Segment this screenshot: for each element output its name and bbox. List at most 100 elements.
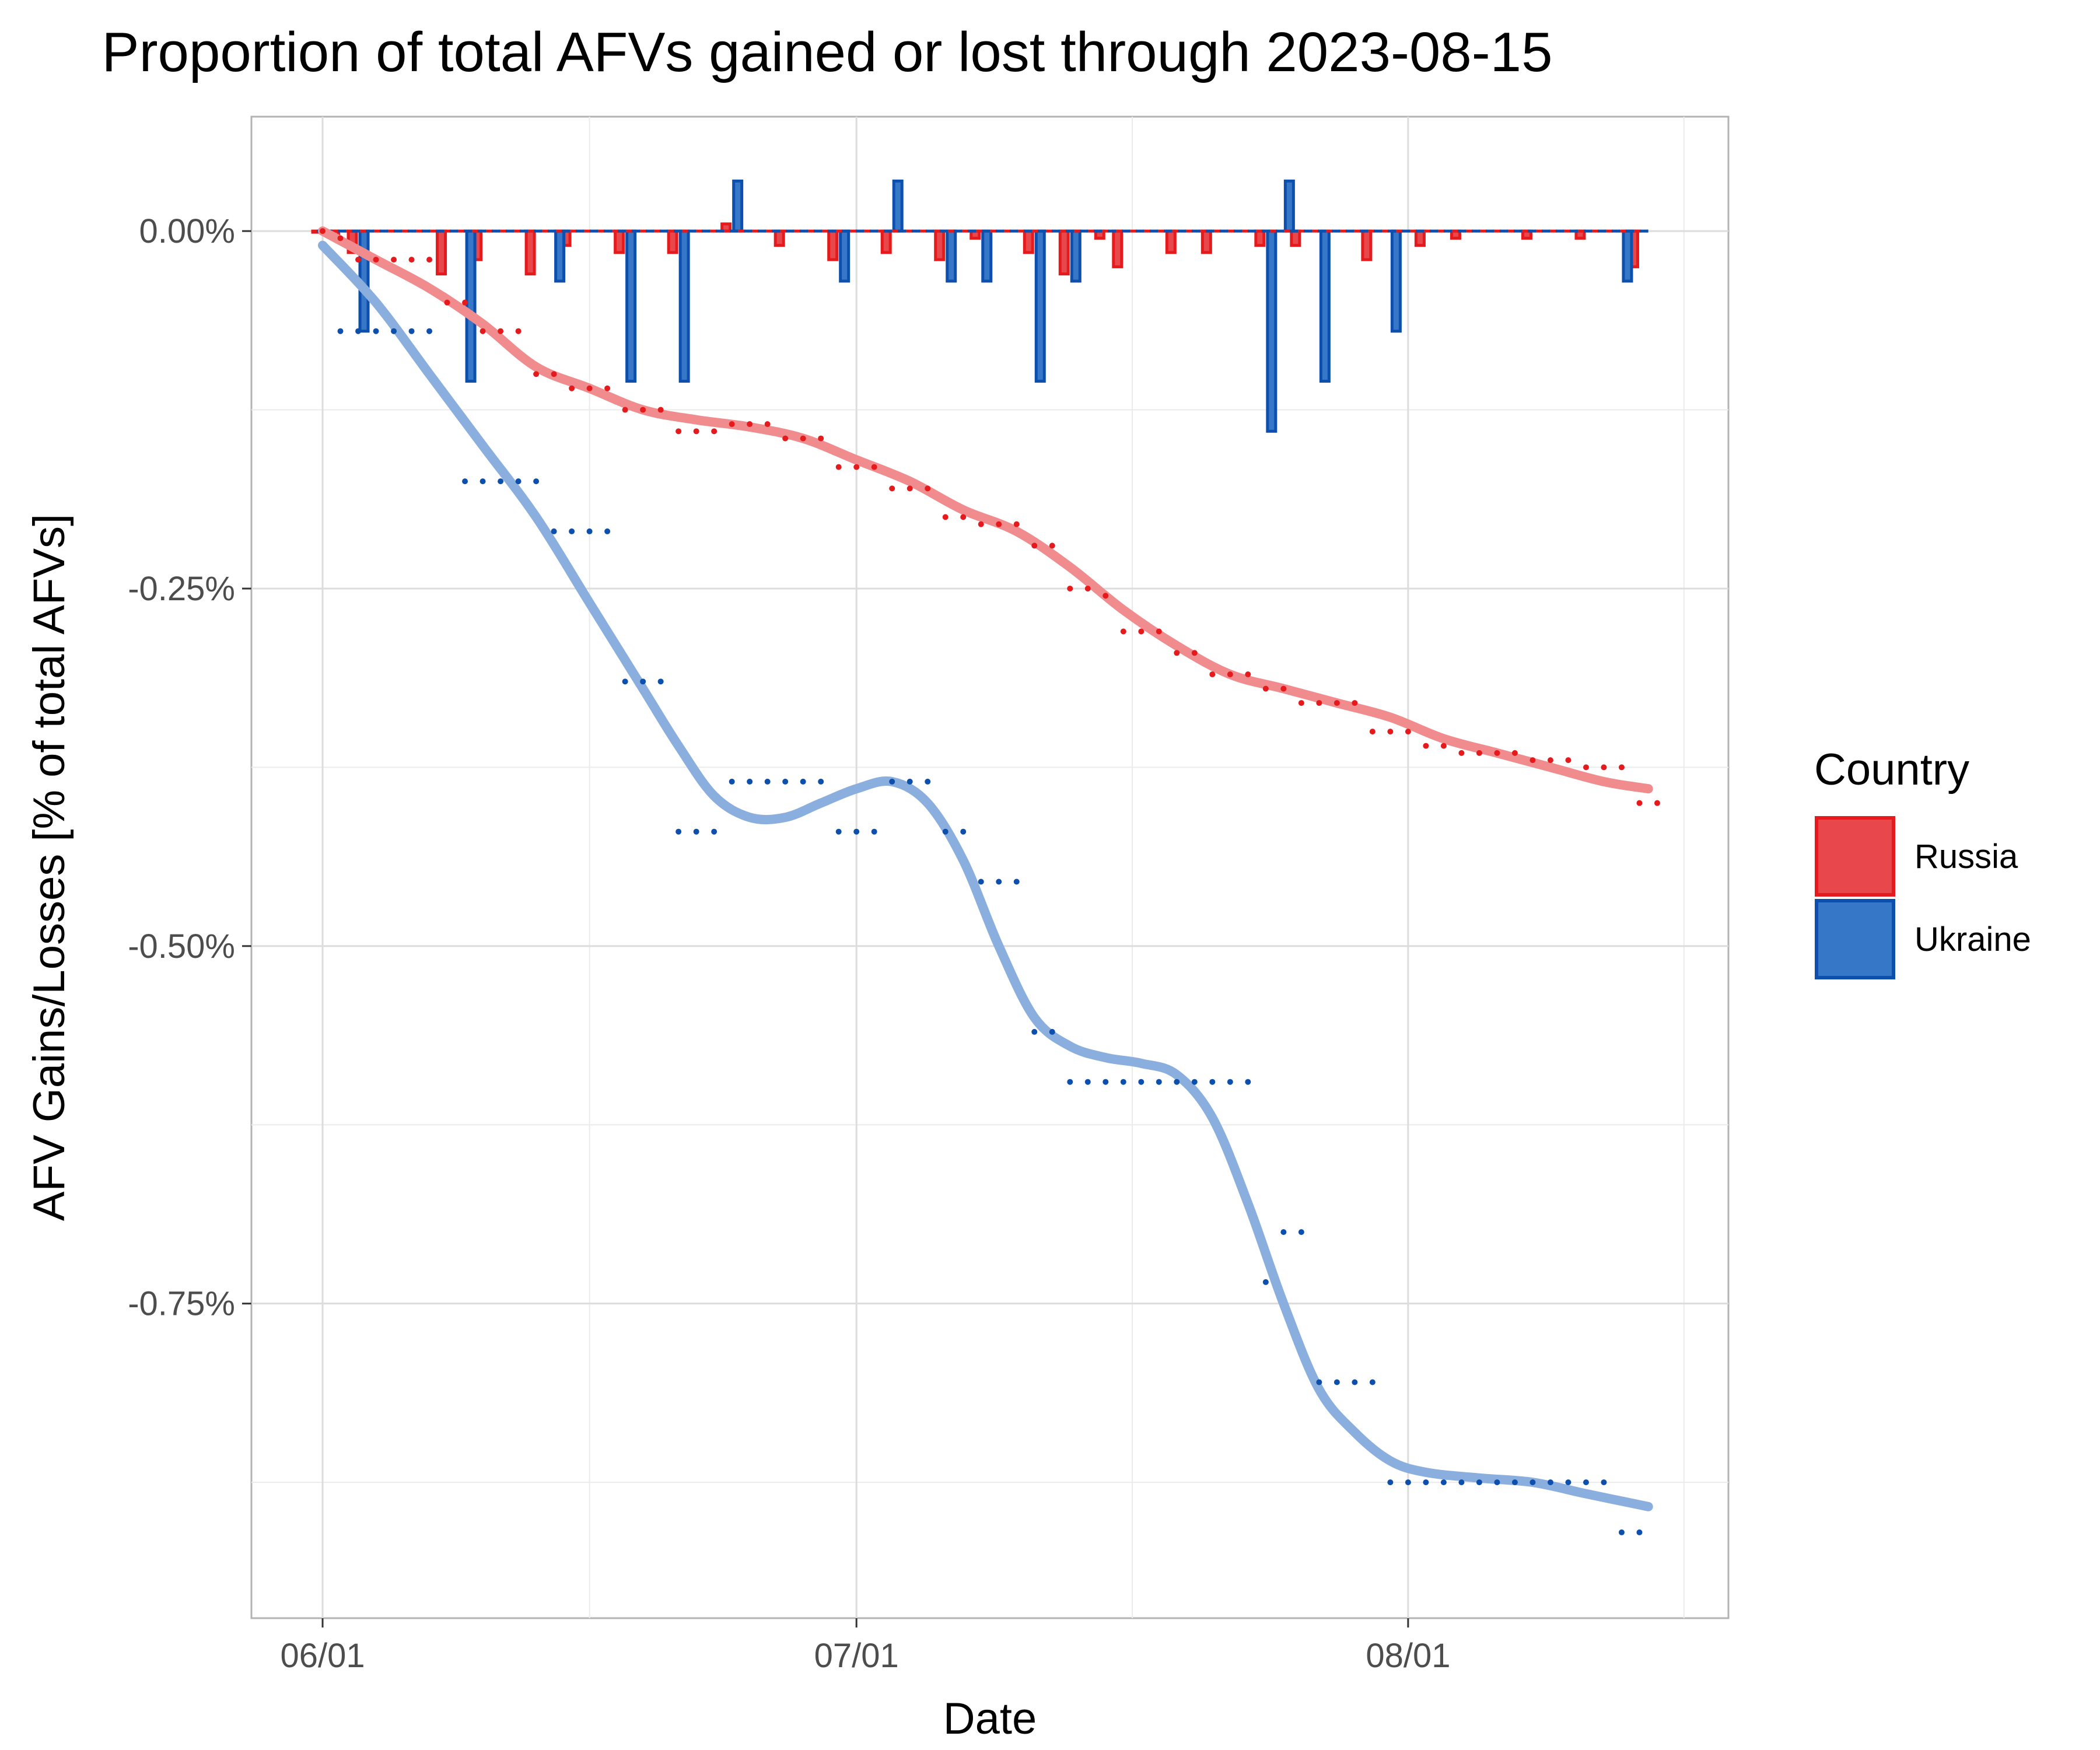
legend-title: Country [1814,745,1969,794]
point-russia [1387,729,1394,735]
point-ukraine [711,828,718,835]
point-russia [373,257,379,263]
point-russia [1191,650,1198,656]
point-russia [1618,764,1625,771]
bar-russia [934,229,946,261]
point-russia [747,421,753,428]
point-russia [462,299,468,306]
bar-russia [524,229,536,276]
point-russia [640,407,646,413]
point-ukraine [1618,1529,1625,1535]
point-ukraine [1565,1479,1572,1486]
point-ukraine [996,878,1002,885]
point-ukraine [1102,1079,1109,1085]
point-russia [391,257,397,263]
point-russia [835,464,842,470]
point-ukraine [818,778,824,785]
point-ukraine [676,828,682,835]
plot-area [250,116,1730,1619]
bar-russia [614,229,625,254]
point-russia [1138,628,1144,635]
point-russia [1476,750,1482,756]
point-ukraine [462,478,468,485]
point-russia [729,421,735,428]
bar-russia [1023,229,1034,254]
point-russia [1565,757,1572,764]
point-ukraine [835,828,842,835]
point-ukraine [1352,1379,1358,1385]
point-russia [1334,700,1340,706]
x-tick-label: 06/01 [280,1637,365,1675]
point-russia [569,385,575,391]
x-tick-label: 08/01 [1366,1637,1450,1675]
point-russia [1227,671,1233,678]
point-russia [1654,800,1660,806]
bar-russia [1058,229,1070,276]
point-russia [657,407,664,413]
point-russia [444,299,450,306]
point-russia [426,257,433,263]
point-russia [551,371,557,377]
point-ukraine [693,828,699,835]
smooth-line-ukraine [318,240,1653,1511]
point-russia [942,514,949,520]
point-russia [1494,750,1500,756]
panel-border [250,116,1730,1619]
smooth-line-russia [318,226,1653,794]
bar-russia [880,229,892,254]
point-russia [622,407,628,413]
point-russia [1601,764,1607,771]
point-ukraine [925,778,931,785]
point-russia [1084,585,1091,592]
point-russia [800,435,806,442]
point-ukraine [1369,1379,1376,1385]
point-russia [693,428,699,435]
bar-russia [827,229,839,261]
point-ukraine [1423,1479,1429,1486]
point-russia [1298,700,1304,706]
point-ukraine [1511,1479,1518,1486]
legend: Country Russia Ukraine [1814,745,2031,979]
legend-items: Russia Ukraine [1815,816,2031,979]
legend-label-russia: Russia [1915,838,2018,876]
point-russia [1174,650,1180,656]
point-russia [1352,700,1358,706]
bar-ukraine [625,229,637,383]
point-russia [960,514,967,520]
point-ukraine [1387,1479,1394,1486]
point-ukraine [782,778,789,785]
point-ukraine [515,478,522,485]
point-ukraine [960,828,967,835]
point-russia [1369,729,1376,735]
bar-ukraine [465,229,477,383]
point-russia [1245,671,1251,678]
point-ukraine [533,478,540,485]
point-russia [871,464,877,470]
point-russia [1511,750,1518,756]
bar-russia [436,229,447,276]
point-ukraine [604,528,611,534]
point-ukraine [1191,1079,1198,1085]
point-ukraine [1583,1479,1589,1486]
point-ukraine [1013,878,1020,885]
point-russia [1049,542,1055,549]
point-russia [604,385,611,391]
point-ukraine [1262,1279,1269,1285]
point-russia [1547,757,1553,764]
point-russia [515,328,522,334]
point-russia [1280,685,1287,692]
bar-ukraine [1283,179,1295,233]
bar-ukraine [1034,229,1046,383]
bar-russia [1254,229,1266,247]
bar-russia [1165,229,1177,254]
point-russia [996,521,1002,527]
smooth-lines [318,226,1653,1511]
point-russia [355,257,362,263]
x-tick-label: 07/01 [814,1637,899,1675]
point-russia [676,428,682,435]
bar-ukraine [1266,229,1278,433]
point-russia [764,421,771,428]
point-russia [1440,743,1447,749]
bar-ukraine [981,229,993,283]
